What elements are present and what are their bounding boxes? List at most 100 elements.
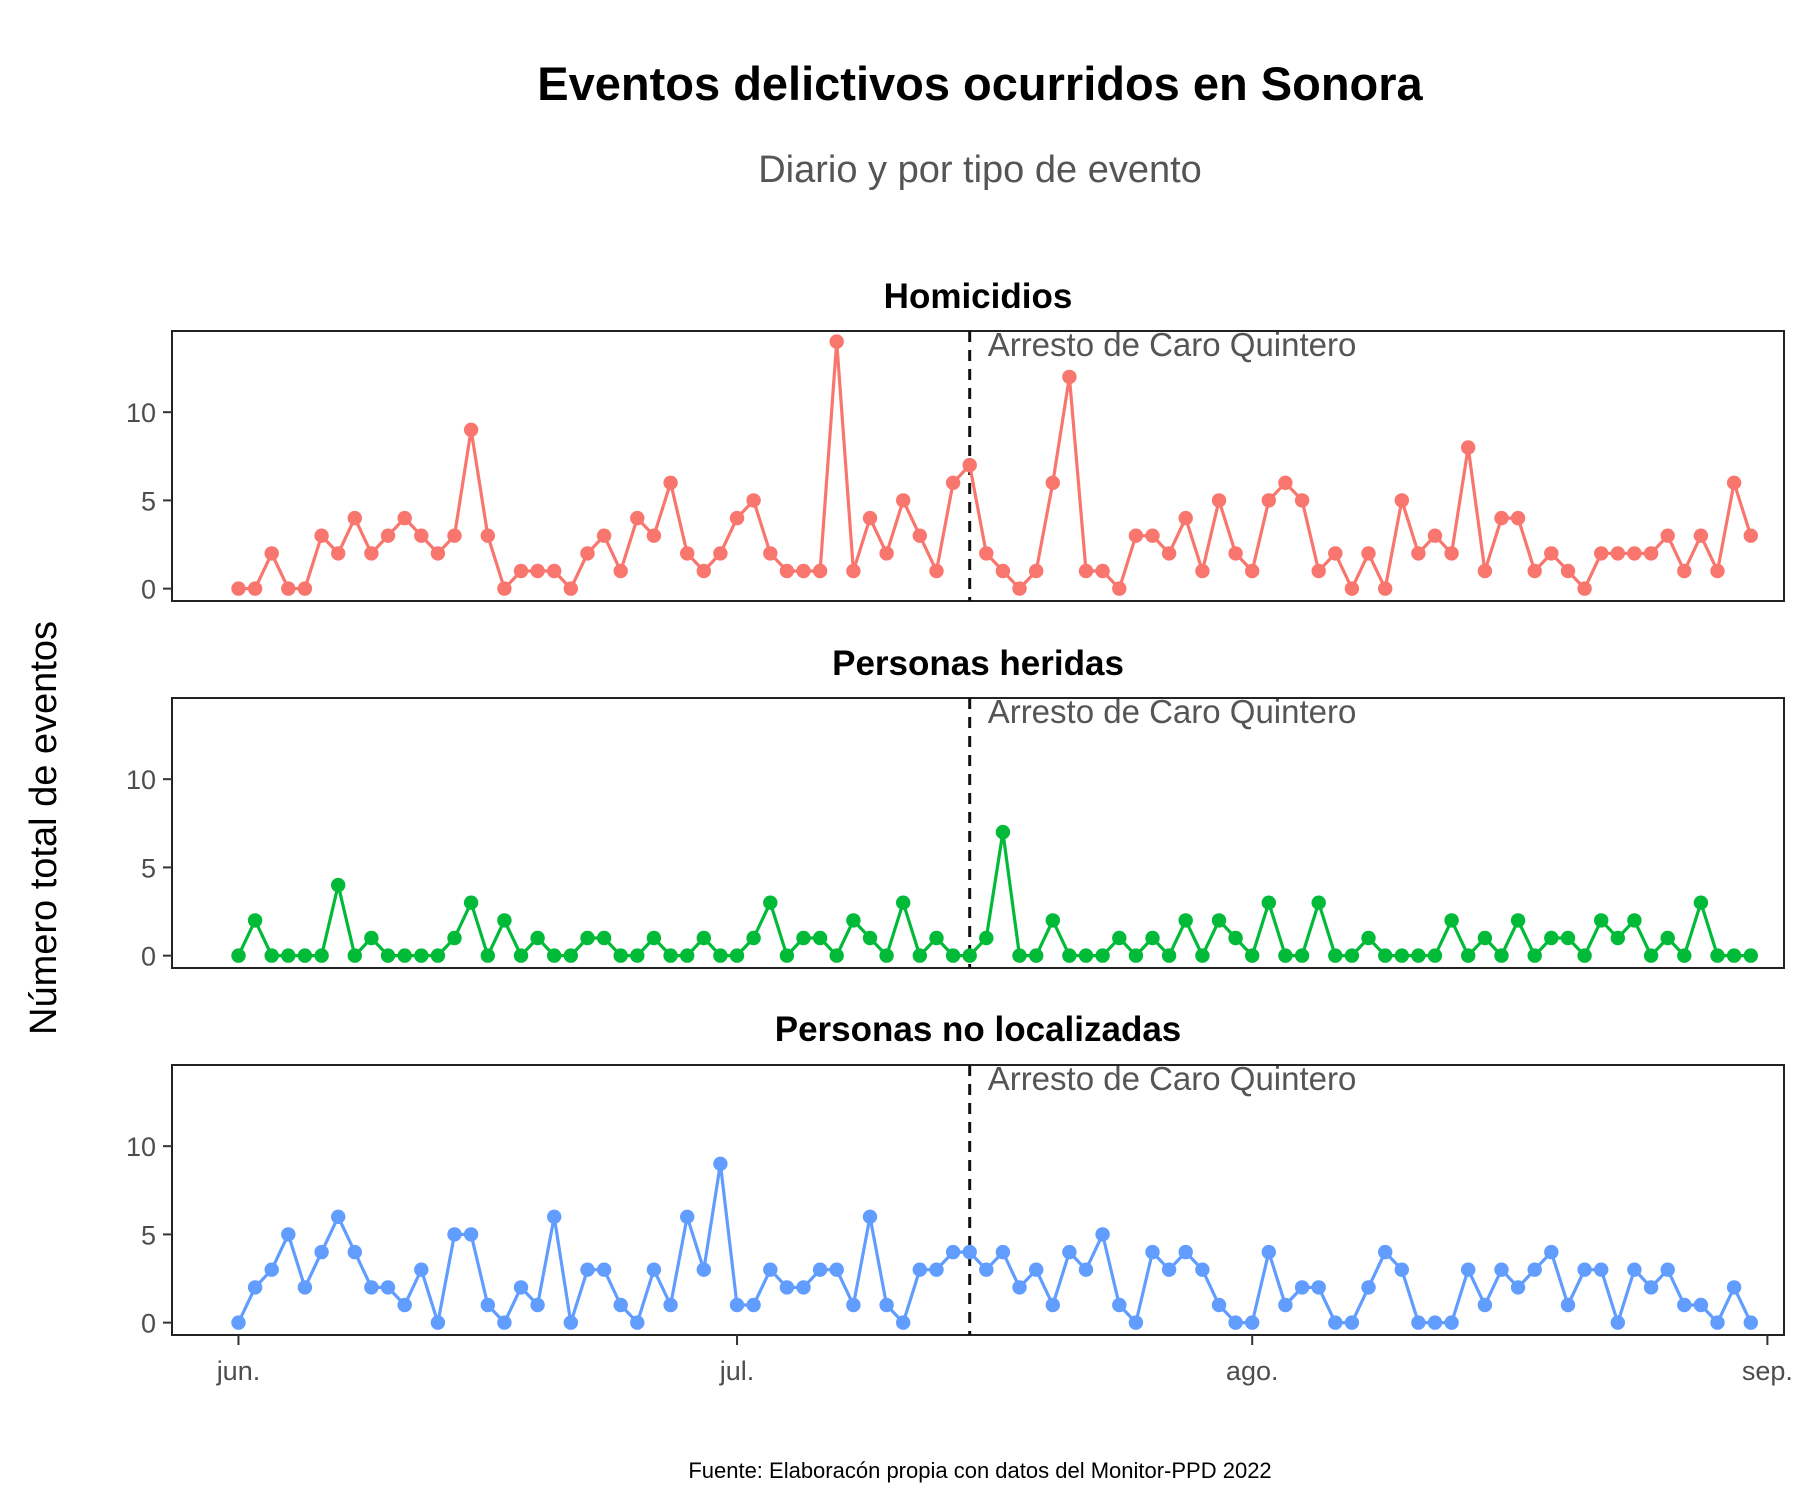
- data-point: [314, 528, 329, 543]
- data-point: [547, 1209, 562, 1225]
- data-point: [397, 510, 412, 526]
- data-point: [1710, 1315, 1725, 1330]
- data-point: [1461, 1262, 1476, 1277]
- data-point: [680, 948, 695, 963]
- data-point: [630, 510, 645, 526]
- data-point: [281, 1227, 296, 1242]
- data-point: [1311, 895, 1326, 910]
- data-point: [1195, 1262, 1210, 1277]
- data-point: [1726, 1280, 1742, 1295]
- data-point: [1095, 1227, 1110, 1242]
- data-point: [1378, 948, 1393, 963]
- data-point: [1095, 563, 1110, 579]
- data-point: [1510, 913, 1526, 928]
- data-point: [1710, 563, 1725, 579]
- data-point: [1743, 1315, 1759, 1330]
- data-point: [1693, 528, 1709, 543]
- data-point: [447, 1227, 462, 1242]
- data-point: [1560, 563, 1576, 579]
- data-point: [347, 1244, 362, 1260]
- data-point: [779, 948, 795, 963]
- data-point: [447, 528, 462, 543]
- data-point: [1145, 930, 1160, 946]
- data-point: [1278, 948, 1293, 963]
- data-point: [1078, 563, 1094, 579]
- data-point: [480, 528, 495, 543]
- data-point: [314, 1244, 329, 1260]
- data-point: [1161, 1262, 1177, 1277]
- data-point: [530, 563, 545, 579]
- data-point: [1195, 563, 1210, 579]
- data-point: [1461, 948, 1476, 963]
- data-point: [231, 1315, 246, 1330]
- data-point: [1510, 510, 1526, 526]
- data-point: [1145, 528, 1160, 543]
- data-point: [580, 930, 595, 946]
- data-point: [1095, 948, 1110, 963]
- data-point: [729, 948, 745, 963]
- data-point: [663, 475, 678, 490]
- data-point: [364, 1280, 379, 1295]
- data-point: [812, 1262, 828, 1277]
- data-point: [796, 1280, 811, 1295]
- data-point: [846, 913, 861, 928]
- data-point: [1112, 930, 1127, 946]
- data-point: [580, 546, 595, 561]
- data-point: [1344, 1315, 1360, 1330]
- data-point: [945, 1244, 961, 1260]
- x-tick-label: ago.: [1226, 1356, 1279, 1386]
- data-point: [945, 948, 961, 963]
- x-axis: jun. jul. ago. sep.: [216, 1335, 1793, 1386]
- data-point: [1062, 369, 1077, 385]
- data-point: [1211, 1297, 1227, 1313]
- data-point: [613, 1297, 628, 1313]
- data-point: [1610, 1315, 1626, 1330]
- data-point: [1577, 948, 1592, 963]
- data-point: [779, 563, 795, 579]
- data-point: [1527, 563, 1542, 579]
- data-point: [812, 563, 828, 579]
- data-point: [1710, 948, 1725, 963]
- data-point: [1560, 930, 1576, 946]
- data-point: [380, 948, 396, 963]
- data-point: [596, 930, 612, 946]
- y-tick-label: 5: [141, 853, 156, 883]
- data-point: [1743, 948, 1759, 963]
- data-point: [1328, 948, 1343, 963]
- data-point: [1294, 1280, 1310, 1295]
- data-point: [680, 546, 695, 561]
- data-point: [1693, 895, 1709, 910]
- data-point: [430, 948, 446, 963]
- data-point: [497, 581, 512, 596]
- panel-title: Personas heridas: [832, 644, 1124, 683]
- data-point: [347, 948, 362, 963]
- panel-border: [171, 697, 1785, 969]
- data-point: [1660, 1262, 1675, 1277]
- y-tick-label: 5: [141, 1220, 156, 1250]
- data-point: [1494, 510, 1509, 526]
- data-point: [231, 581, 246, 596]
- data-point: [596, 528, 612, 543]
- data-point: [1261, 493, 1277, 508]
- data-point: [547, 948, 562, 963]
- data-point: [1627, 1262, 1642, 1277]
- data-point: [1112, 581, 1127, 596]
- data-point: [763, 1262, 778, 1277]
- data-point: [713, 948, 728, 963]
- data-point: [1228, 546, 1243, 561]
- data-point: [1311, 563, 1326, 579]
- data-point: [480, 948, 495, 963]
- data-point: [1261, 1244, 1277, 1260]
- y-tick-label: 10: [126, 765, 156, 795]
- chart-caption: Fuente: Elaboracón propia con datos del …: [688, 1458, 1271, 1483]
- data-point: [1594, 1262, 1609, 1277]
- data-point: [247, 581, 263, 596]
- data-point: [1444, 1315, 1459, 1330]
- data-point: [713, 1156, 728, 1172]
- data-point: [896, 493, 911, 508]
- data-point: [1128, 1315, 1144, 1330]
- data-point: [1577, 1262, 1592, 1277]
- data-point: [297, 1280, 313, 1295]
